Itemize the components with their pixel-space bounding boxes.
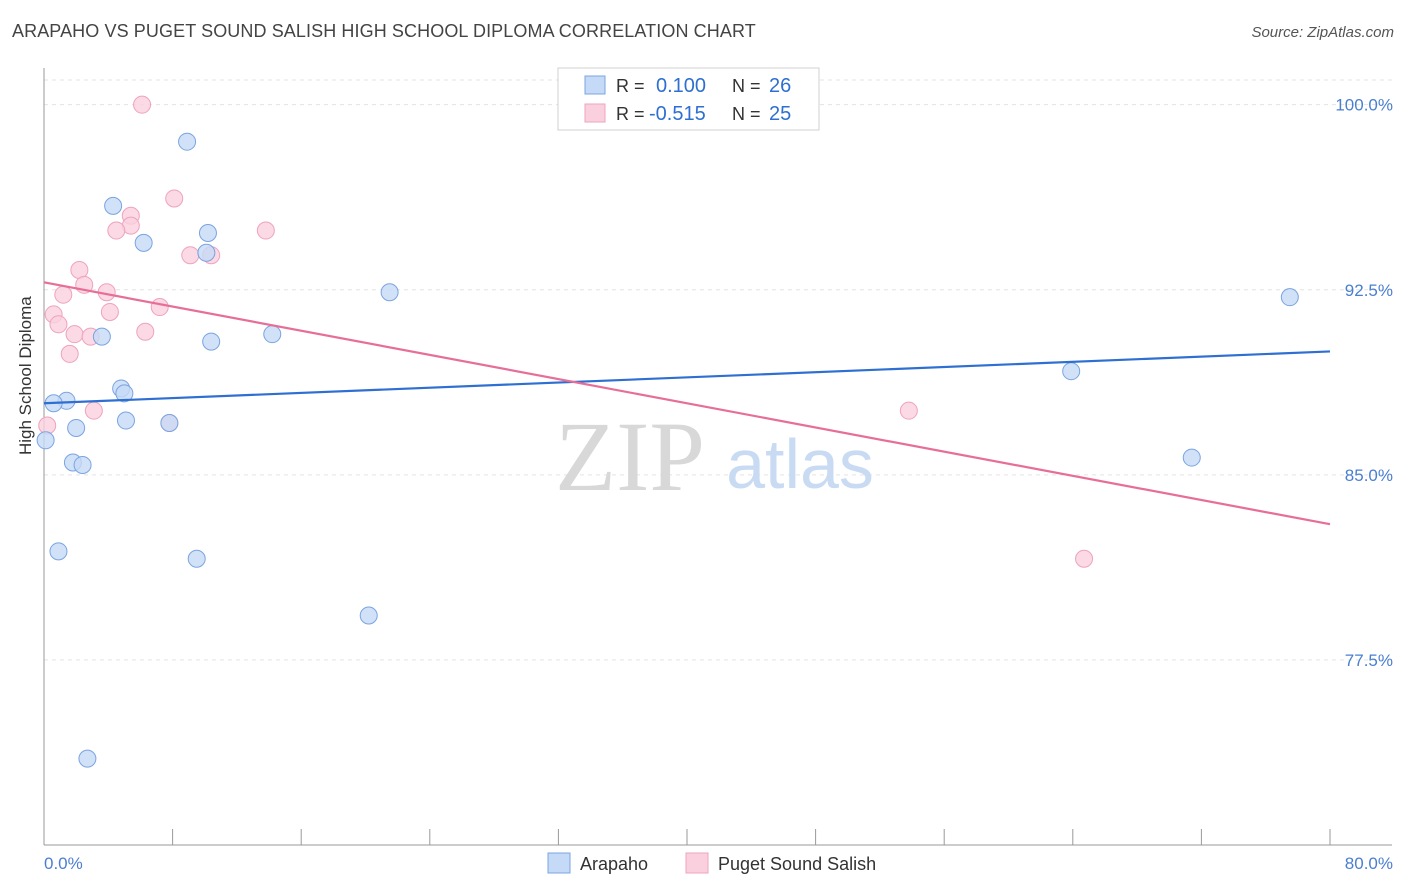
y-tick-labels: 77.5% 85.0% 92.5% 100.0% — [1335, 96, 1393, 670]
arapaho-point[interactable] — [187, 549, 206, 568]
salish-point[interactable] — [100, 302, 119, 321]
arapaho-point[interactable] — [359, 606, 378, 625]
x-tick-label-min: 0.0% — [44, 854, 83, 873]
arapaho-point[interactable] — [67, 418, 86, 437]
arapaho-point[interactable] — [263, 325, 282, 344]
watermark-atlas: atlas — [726, 425, 874, 503]
arapaho-point[interactable] — [202, 332, 221, 351]
watermark: ZIP atlas — [555, 401, 874, 512]
trend-lines — [43, 281, 1331, 526]
legend-bottom: Arapaho Puget Sound Salish — [547, 852, 876, 874]
arapaho-point[interactable] — [104, 196, 123, 215]
legend-r-value-0: 0.100 — [656, 75, 706, 97]
legend-top: R = 0.100 N = 26 R = -0.515 N = 25 — [557, 67, 820, 131]
y-tick-label: 92.5% — [1345, 281, 1393, 300]
arapaho-point[interactable] — [198, 224, 217, 242]
arapaho-point[interactable] — [36, 431, 55, 450]
arapaho-point[interactable] — [1280, 288, 1299, 307]
y-tick-label: 77.5% — [1345, 651, 1393, 670]
salish-point[interactable] — [49, 315, 68, 334]
legend-bottom-swatch-salish[interactable] — [685, 852, 709, 874]
arapaho-point[interactable] — [73, 455, 92, 474]
salish-point[interactable] — [165, 189, 184, 208]
salish-trend-line — [43, 281, 1331, 526]
legend-r-label-1: R = — [616, 104, 645, 124]
salish-point[interactable] — [107, 221, 126, 240]
legend-r-label-0: R = — [616, 76, 645, 96]
legend-n-label-0: N = — [732, 76, 761, 96]
salish-point[interactable] — [181, 246, 200, 265]
arapaho-point[interactable] — [178, 132, 197, 151]
legend-n-label-1: N = — [732, 104, 761, 124]
chart-title: ARAPAHO VS PUGET SOUND SALISH HIGH SCHOO… — [12, 21, 756, 41]
arapaho-point[interactable] — [49, 542, 68, 561]
arapaho-point[interactable] — [380, 283, 399, 302]
y-tick-label: 100.0% — [1335, 96, 1393, 115]
arapaho-point[interactable] — [1182, 448, 1201, 467]
salish-point[interactable] — [54, 285, 73, 304]
arapaho-point[interactable] — [92, 327, 111, 346]
arapaho-point[interactable] — [160, 414, 179, 433]
arapaho-point[interactable] — [197, 243, 216, 262]
legend-swatch-arapaho — [584, 75, 606, 95]
arapaho-point[interactable] — [1062, 362, 1081, 381]
legend-bottom-swatch-arapaho[interactable] — [547, 852, 571, 874]
source-label: Source: ZipAtlas.com — [1251, 24, 1394, 41]
salish-point[interactable] — [133, 95, 152, 114]
y-tick-label: 85.0% — [1345, 466, 1393, 485]
legend-n-value-1: 25 — [769, 103, 791, 125]
salish-point[interactable] — [899, 401, 918, 420]
axes — [43, 68, 1392, 846]
salish-point[interactable] — [1075, 549, 1094, 568]
salish-point[interactable] — [136, 322, 155, 341]
legend-n-value-0: 26 — [769, 75, 791, 97]
salish-point[interactable] — [84, 401, 103, 420]
arapaho-point[interactable] — [116, 411, 135, 430]
salish-point[interactable] — [38, 416, 57, 435]
salish-point[interactable] — [150, 298, 169, 317]
arapaho-point[interactable] — [115, 384, 134, 403]
arapaho-trend-line — [43, 350, 1331, 405]
x-ticks — [43, 829, 1331, 845]
legend-swatch-salish — [584, 103, 606, 123]
salish-point[interactable] — [65, 325, 84, 344]
salish-point[interactable] — [256, 221, 275, 240]
arapaho-point[interactable] — [78, 749, 97, 768]
x-tick-label-max: 80.0% — [1345, 854, 1393, 873]
legend-bottom-label-arapaho[interactable]: Arapaho — [580, 854, 648, 874]
gridlines — [44, 79, 1392, 661]
legend-bottom-label-salish[interactable]: Puget Sound Salish — [718, 854, 876, 874]
legend-r-value-1: -0.515 — [649, 103, 706, 125]
salish-point[interactable] — [60, 344, 79, 363]
arapaho-point[interactable] — [134, 233, 153, 252]
watermark-zip: ZIP — [555, 401, 705, 512]
